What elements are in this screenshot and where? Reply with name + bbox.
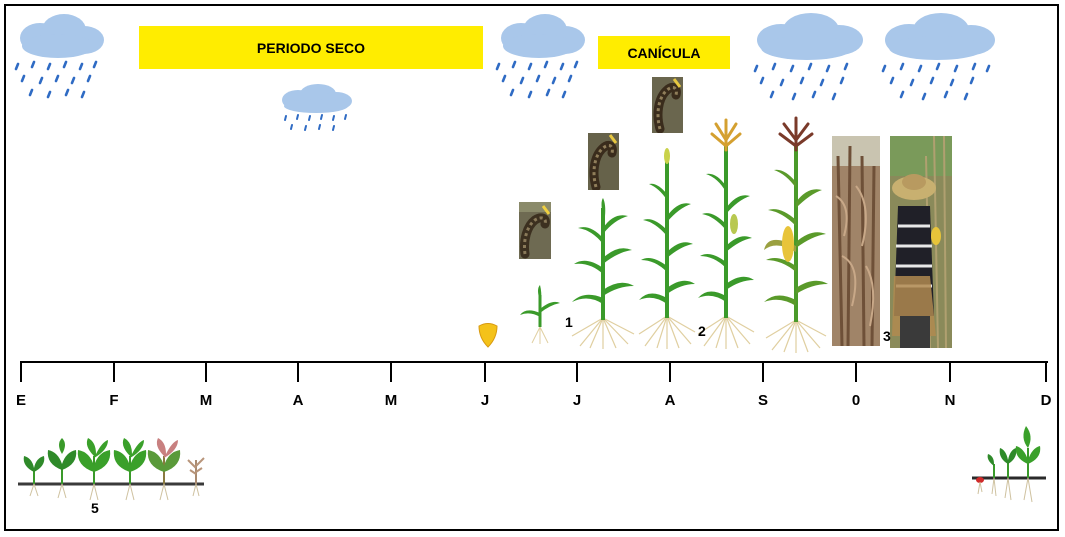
canicula-label: CANÍCULA xyxy=(627,44,701,61)
month-label: M xyxy=(199,392,213,409)
month-label: 0 xyxy=(851,392,861,409)
rain-cloud-icon xyxy=(495,14,585,99)
month-label: A xyxy=(292,392,304,409)
month-label: S xyxy=(757,392,768,409)
month-label: M xyxy=(384,392,398,409)
bean-plant-icon xyxy=(187,457,205,497)
rain-cloud-icon xyxy=(14,14,104,99)
rain-cloud-icon xyxy=(753,13,863,101)
month-label: J xyxy=(480,392,490,409)
rain-cloud-icon xyxy=(881,13,995,101)
stage-number-3: 3 xyxy=(883,328,891,344)
bean-plant-icon xyxy=(77,438,111,501)
stage-number-1: 1 xyxy=(565,314,573,330)
stage-number-5: 5 xyxy=(91,500,99,516)
dry-period-banner: PERIODO SECO xyxy=(139,26,483,69)
bean-plant-icon xyxy=(1015,426,1041,503)
dry-period-label: PERIODO SECO xyxy=(256,39,366,56)
corn-seed-icon xyxy=(478,323,498,348)
corn-plant-icon xyxy=(697,118,755,349)
month-label: F xyxy=(109,392,119,409)
caterpillar-pest-icon xyxy=(652,77,683,133)
bean-plant-icon xyxy=(47,438,77,499)
month-label: E xyxy=(15,392,26,409)
bean-plant-icon xyxy=(147,438,181,501)
bean-plant-icon xyxy=(976,477,984,495)
rain-cloud-icon xyxy=(282,84,352,131)
corn-plant-icon xyxy=(764,116,828,353)
bean-growth-sequence xyxy=(18,438,205,501)
corn-plant-icon xyxy=(571,198,635,349)
caterpillar-pest-icon xyxy=(519,202,551,259)
canicula-banner: CANÍCULA xyxy=(598,36,730,69)
bean-plant-icon xyxy=(987,454,997,497)
corn-plant-icon xyxy=(638,148,696,349)
month-label: N xyxy=(944,392,956,409)
dry-corn-field-photo xyxy=(832,136,880,346)
bean-plant-icon xyxy=(23,456,45,497)
month-label: A xyxy=(664,392,676,409)
bean-plant-icon xyxy=(113,438,147,501)
month-label: J xyxy=(572,392,582,409)
farmer-harvest-photo xyxy=(890,136,952,348)
bean-emergence-sequence xyxy=(972,426,1046,503)
month-label: D xyxy=(1040,392,1052,409)
stage-number-2: 2 xyxy=(698,323,706,339)
corn-plant-icon xyxy=(520,285,560,344)
bean-plant-icon xyxy=(999,448,1017,501)
caterpillar-pest-icon xyxy=(588,133,619,190)
